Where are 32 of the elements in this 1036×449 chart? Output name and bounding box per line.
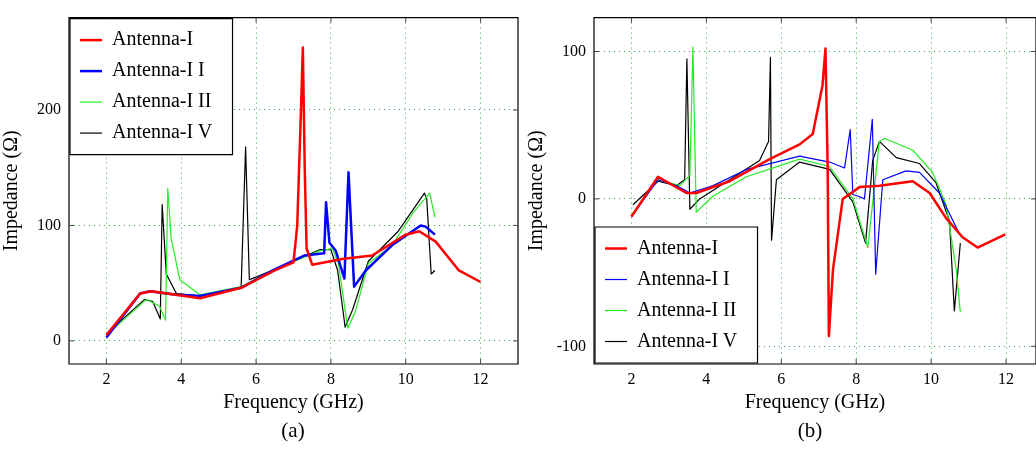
y-tick-label: 100 bbox=[562, 41, 586, 59]
x-tick-label: 10 bbox=[397, 369, 414, 387]
x-tick-label: 2 bbox=[102, 369, 111, 387]
y-tick-label: 0 bbox=[53, 331, 61, 349]
y-tick-label: 0 bbox=[578, 189, 586, 207]
legend-label: Antenna-I II bbox=[637, 297, 737, 320]
legend-label: Antenna-I I bbox=[112, 58, 205, 81]
y-axis-title: Impedance (Ω) bbox=[0, 130, 23, 252]
legend-label: Antenna-I V bbox=[637, 328, 738, 351]
x-tick-label: 6 bbox=[777, 369, 786, 387]
y-tick-label: 100 bbox=[37, 215, 61, 233]
x-tick-label: 4 bbox=[702, 369, 711, 387]
text: (a) bbox=[280, 418, 306, 443]
legend-label: Antenna-I bbox=[112, 27, 194, 50]
text: (b) bbox=[796, 418, 824, 443]
x-tick-label: 8 bbox=[326, 369, 335, 387]
x-tick-label: 2 bbox=[627, 369, 636, 387]
x-axis-title: Frequency (GHz) bbox=[744, 390, 886, 414]
y-tick-label: 200 bbox=[37, 100, 61, 118]
x-tick-label: 8 bbox=[852, 369, 861, 387]
x-tick-label: 12 bbox=[998, 369, 1015, 387]
x-tick-label: 6 bbox=[252, 369, 261, 387]
legend-label: Antenna-I II bbox=[112, 89, 212, 112]
legend-label: Antenna-I V bbox=[112, 120, 213, 143]
legend-label: Antenna-I I bbox=[637, 266, 730, 289]
x-tick-label: 12 bbox=[472, 369, 489, 387]
legend-label: Antenna-I bbox=[637, 235, 719, 258]
y-tick-label: -100 bbox=[556, 336, 586, 354]
x-axis-title: Frequency (GHz) bbox=[223, 390, 364, 414]
x-tick-label: 4 bbox=[177, 369, 186, 387]
y-axis-title: Impedance (Ω) bbox=[524, 130, 548, 252]
x-tick-label: 10 bbox=[923, 369, 940, 387]
